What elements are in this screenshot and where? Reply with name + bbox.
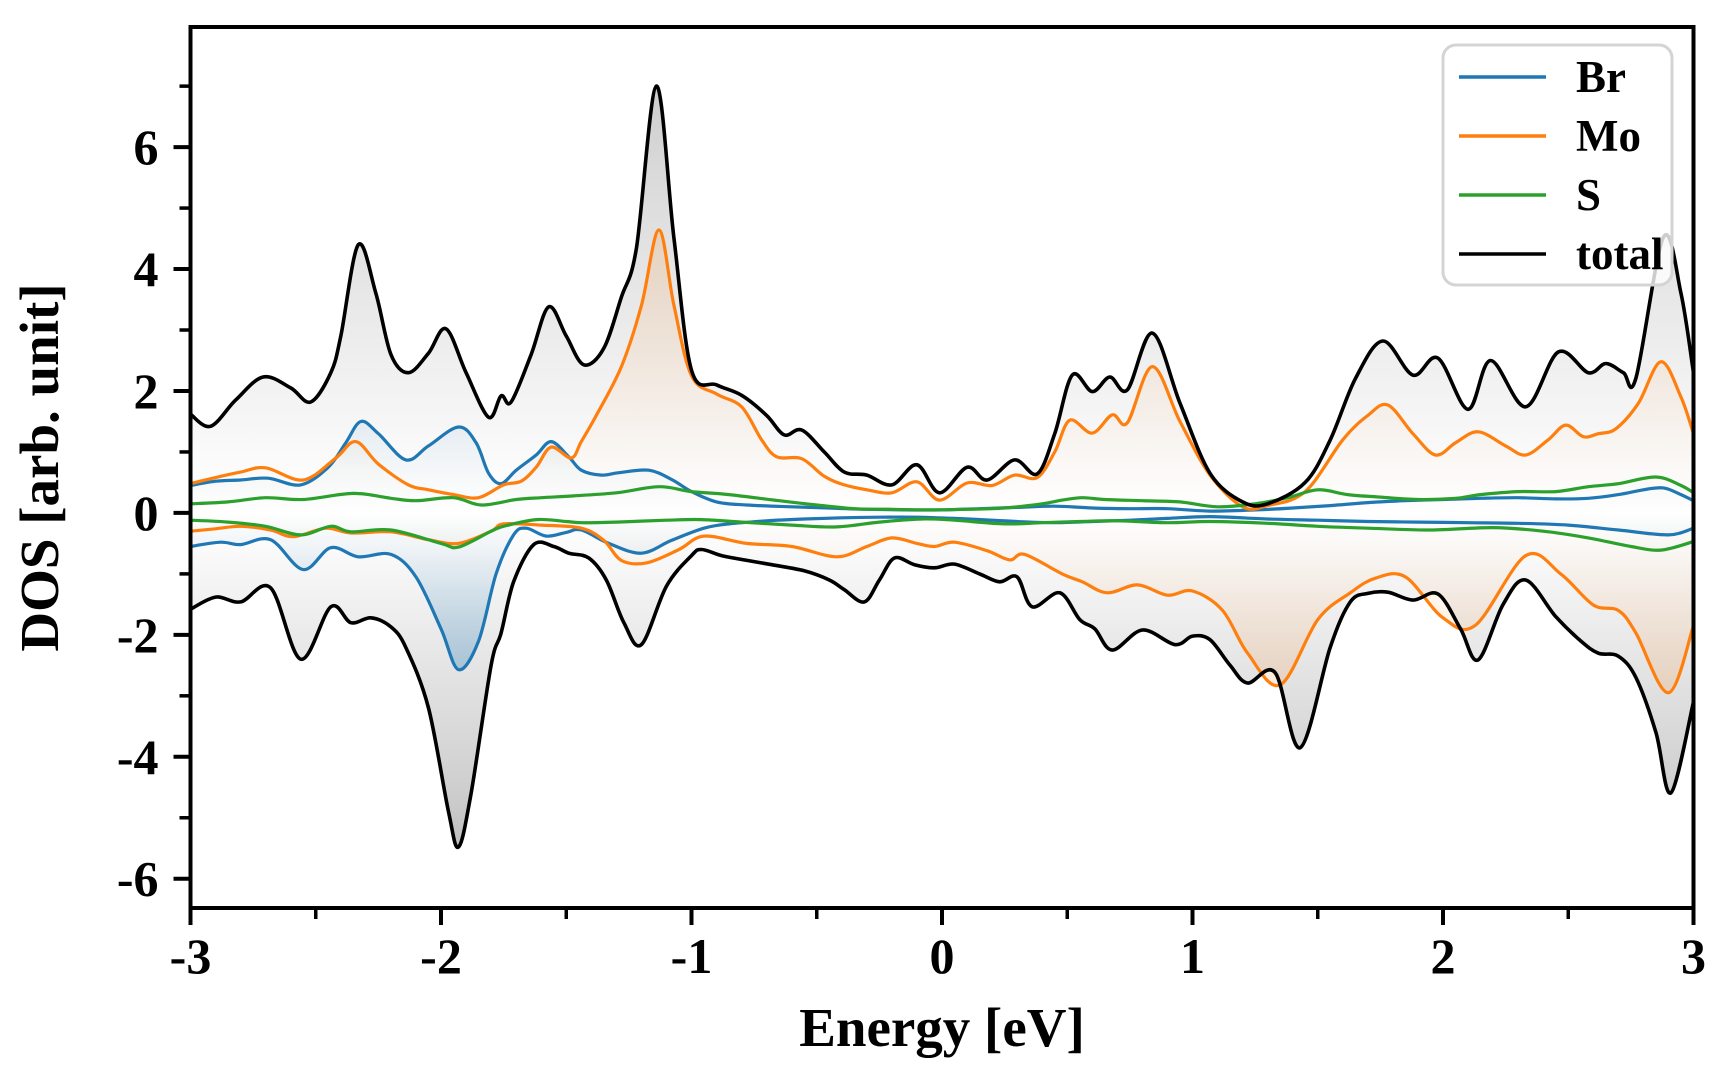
y-tick-label: 0 xyxy=(134,485,159,541)
x-tick-label: 1 xyxy=(1180,928,1205,984)
legend-item-br: Br xyxy=(1459,52,1626,102)
y-axis-label: DOS [arb. unit] xyxy=(9,283,70,651)
y-tick-label: -4 xyxy=(117,729,159,785)
y-tick-label: 2 xyxy=(134,363,159,419)
x-tick-label: 3 xyxy=(1681,928,1706,984)
legend-item-mo: Mo xyxy=(1459,111,1641,161)
curve-mo-down xyxy=(190,521,1694,695)
x-axis-label: Energy [eV] xyxy=(799,997,1085,1058)
y-tick-label: -2 xyxy=(117,607,159,663)
dos-curves xyxy=(190,84,1694,850)
y-tick-label: -6 xyxy=(117,851,159,907)
curve-s-down xyxy=(190,517,1694,552)
legend-item-total: total xyxy=(1459,229,1663,279)
x-tick-label: -2 xyxy=(420,928,462,984)
x-tick-label: 2 xyxy=(1431,928,1456,984)
x-tick-label: 0 xyxy=(930,928,955,984)
fill-s-up xyxy=(190,476,1694,513)
curve-s-up xyxy=(190,475,1694,512)
legend-label: Br xyxy=(1576,52,1626,102)
legend-box xyxy=(1441,43,1674,287)
fill-total-up xyxy=(190,86,1694,513)
y-tick-label: 4 xyxy=(134,241,159,297)
curve-mo-up xyxy=(190,228,1694,511)
curve-total-down xyxy=(190,540,1694,850)
y-tick-label: 6 xyxy=(134,119,159,175)
fill-br-up xyxy=(190,421,1694,513)
legend-item-s: S xyxy=(1459,170,1601,220)
x-tick-label: -3 xyxy=(170,928,212,984)
fill-mo-down xyxy=(190,512,1694,693)
fill-s-down xyxy=(190,512,1694,551)
legend-label: total xyxy=(1576,229,1663,279)
legend-label: Mo xyxy=(1576,111,1641,161)
axes: -3 -2 -1 0 1 2 3 -6 -4 -2 0 2 4 6 Energy [eV] DOS [arb.… xyxy=(9,25,1706,1058)
legend-label: S xyxy=(1576,170,1601,220)
curve-total-up xyxy=(190,84,1694,508)
x-tick-label: -1 xyxy=(671,928,713,984)
